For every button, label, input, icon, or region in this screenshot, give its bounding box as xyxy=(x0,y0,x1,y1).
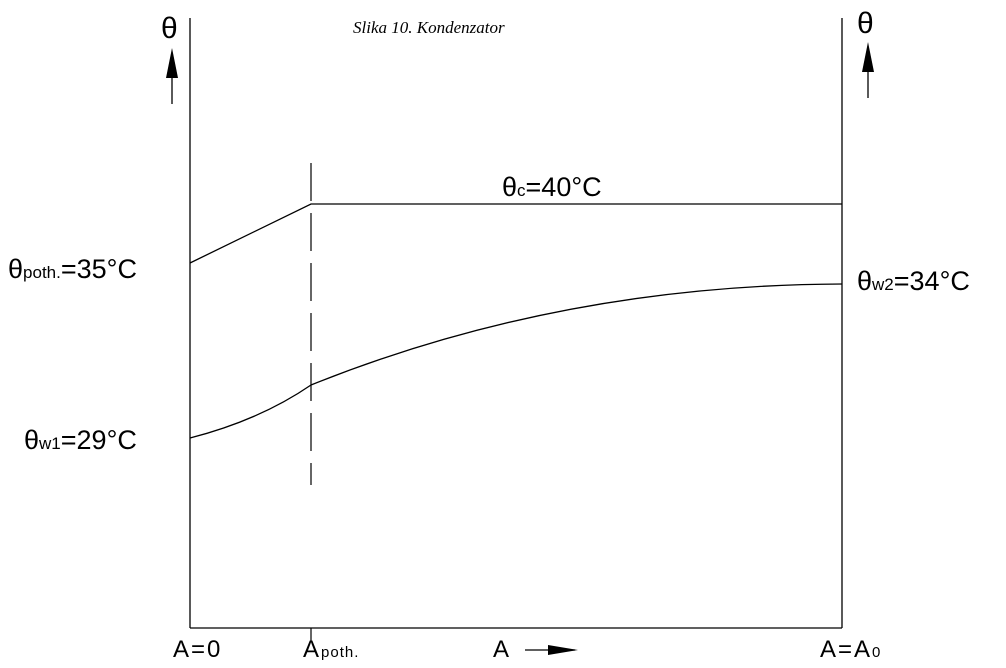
theta-c-value: =40°C xyxy=(525,172,602,202)
x-axis-symbol: A xyxy=(493,636,512,663)
x-arrow-head xyxy=(548,645,578,655)
theta-w2-sub: w2 xyxy=(872,275,894,294)
x-tick-apoth-base: A xyxy=(303,636,322,663)
x-tick-end-sub: 0 xyxy=(872,644,882,661)
right-y-arrow-head xyxy=(862,42,874,72)
theta-w1-base: θ xyxy=(24,425,40,455)
x-tick-apoth-sub: poth. xyxy=(321,644,360,661)
theta-poth-sub: poth. xyxy=(23,263,61,282)
x-tick-start: A=0 xyxy=(173,636,223,663)
water-temperature-curve xyxy=(189,283,843,439)
left-y-arrow-head xyxy=(166,48,178,78)
label-theta-w2: θw2=34°C xyxy=(857,268,970,295)
condensing-temperature-line xyxy=(189,203,842,264)
theta-w2-value: =34°C xyxy=(893,266,970,296)
label-theta-poth: θpoth.=35°C xyxy=(8,256,137,283)
x-tick-apoth: Apoth. xyxy=(303,638,359,662)
theta-poth-base: θ xyxy=(8,254,24,284)
theta-w2-base: θ xyxy=(857,266,873,296)
figure-caption: Slika 10. Kondenzator xyxy=(353,18,505,37)
theta-poth-value: =35°C xyxy=(60,254,137,284)
label-theta-c: θc=40°C xyxy=(502,174,602,201)
left-y-axis-symbol: θ xyxy=(161,12,178,45)
theta-c-sub: c xyxy=(517,181,526,200)
right-y-axis-symbol: θ xyxy=(857,7,874,40)
x-tick-end: A=A0 xyxy=(820,638,881,662)
theta-w1-value: =29°C xyxy=(60,425,137,455)
theta-c-base: θ xyxy=(502,172,518,202)
theta-w1-sub: w1 xyxy=(39,434,61,453)
label-theta-w1: θw1=29°C xyxy=(24,427,137,454)
x-tick-end-base: A=A xyxy=(820,636,873,663)
